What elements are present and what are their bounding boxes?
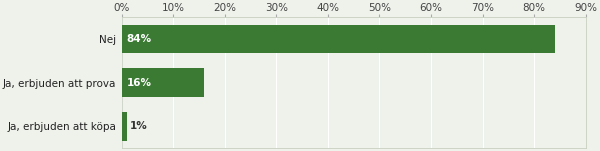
Bar — [122, 25, 555, 53]
Text: 16%: 16% — [127, 78, 152, 88]
Bar — [122, 112, 127, 141]
Bar — [122, 68, 204, 97]
Text: 1%: 1% — [130, 121, 147, 131]
Text: 84%: 84% — [127, 34, 152, 44]
